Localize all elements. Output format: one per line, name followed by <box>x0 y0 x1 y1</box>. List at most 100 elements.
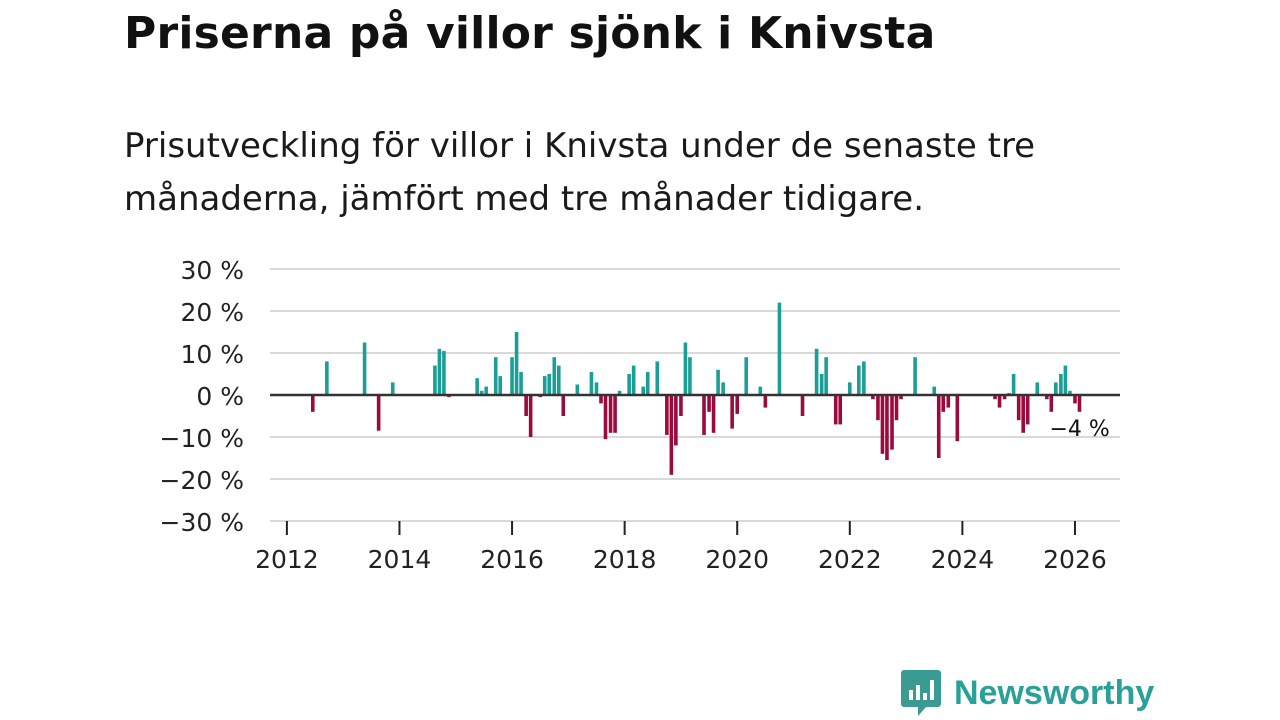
bar <box>310 395 315 412</box>
y-tick-label: −10 % <box>160 424 244 453</box>
bar <box>702 395 706 435</box>
bar <box>552 357 557 395</box>
bar <box>1073 395 1077 404</box>
bar <box>716 369 720 395</box>
bar <box>437 348 442 395</box>
bar <box>433 365 437 395</box>
bar <box>871 395 875 400</box>
bar <box>899 395 903 400</box>
bar <box>514 332 519 395</box>
bar <box>542 376 547 395</box>
bar <box>679 395 683 416</box>
bar <box>1068 390 1072 395</box>
bar <box>707 395 711 412</box>
x-tick-label: 2024 <box>931 545 995 574</box>
newsworthy-logo: Newsworthy <box>900 668 1154 718</box>
bar <box>885 395 889 461</box>
bar <box>484 386 488 395</box>
bar <box>1011 374 1016 395</box>
bar <box>631 365 636 395</box>
bar <box>547 374 552 395</box>
bar <box>1059 374 1063 395</box>
bar <box>1077 395 1082 412</box>
y-tick-label: −30 % <box>160 508 244 537</box>
y-tick-label: 30 % <box>180 256 244 285</box>
bar-layer <box>310 302 1082 475</box>
bar <box>390 382 395 395</box>
bar <box>475 378 479 395</box>
bar <box>589 371 594 395</box>
x-tick-label: 2014 <box>368 545 432 574</box>
bar <box>510 357 514 395</box>
chart-title: Priserna på villor sjönk i Knivsta <box>124 8 936 59</box>
y-tick-label: 20 % <box>180 298 244 327</box>
bar <box>890 395 894 450</box>
bar <box>913 357 917 395</box>
bar <box>758 386 763 395</box>
bar <box>669 395 674 475</box>
bar <box>376 395 381 431</box>
bar <box>603 395 608 440</box>
bar <box>838 395 843 425</box>
bar <box>777 302 782 395</box>
x-tick-label: 2022 <box>818 545 882 574</box>
bar <box>594 382 599 395</box>
bar <box>479 390 484 395</box>
newsworthy-logo-icon <box>901 670 941 716</box>
bar <box>894 395 899 421</box>
bar <box>814 348 819 395</box>
bar <box>556 365 561 395</box>
bar <box>735 395 740 414</box>
bar <box>524 395 528 416</box>
bar <box>665 395 669 435</box>
bar <box>711 395 716 433</box>
bar <box>880 395 885 454</box>
bar <box>442 350 446 395</box>
bar <box>561 395 566 416</box>
chart-subtitle: Prisutveckling för villor i Knivsta unde… <box>124 126 1036 219</box>
bar <box>941 395 946 412</box>
bar <box>730 395 734 429</box>
x-tick-label: 2026 <box>1043 545 1107 574</box>
bar <box>641 386 646 395</box>
bar <box>1016 395 1021 421</box>
bar <box>1054 382 1058 395</box>
bar <box>819 374 824 395</box>
bar <box>721 382 725 395</box>
y-tick-label: −20 % <box>160 466 244 495</box>
bar <box>993 395 997 400</box>
bar <box>744 357 749 395</box>
y-tick-label: 0 % <box>196 382 244 411</box>
bar <box>946 395 951 408</box>
bar <box>936 395 941 458</box>
bar <box>848 382 852 395</box>
bar <box>1049 395 1054 412</box>
bar <box>683 342 688 395</box>
bar <box>1021 395 1025 433</box>
bar <box>617 390 622 395</box>
bar <box>824 357 828 395</box>
bar <box>862 361 866 395</box>
bar <box>997 395 1002 408</box>
bar <box>613 395 617 433</box>
bar <box>1025 395 1030 425</box>
bar <box>1063 365 1068 395</box>
bar <box>528 395 533 437</box>
bar <box>655 361 660 395</box>
bar <box>932 386 937 395</box>
bar <box>493 357 498 395</box>
bar <box>575 384 580 395</box>
bar <box>857 365 861 395</box>
brand-name: Newsworthy <box>954 673 1155 712</box>
bar <box>1035 382 1040 395</box>
x-tick-label: 2016 <box>480 545 544 574</box>
bar <box>627 374 631 395</box>
bar <box>498 376 503 395</box>
bar <box>763 395 768 408</box>
last-value-label: −4 % <box>1049 417 1109 442</box>
bar <box>833 395 838 425</box>
bar <box>674 395 678 446</box>
bar <box>325 361 329 395</box>
bar <box>876 395 880 421</box>
